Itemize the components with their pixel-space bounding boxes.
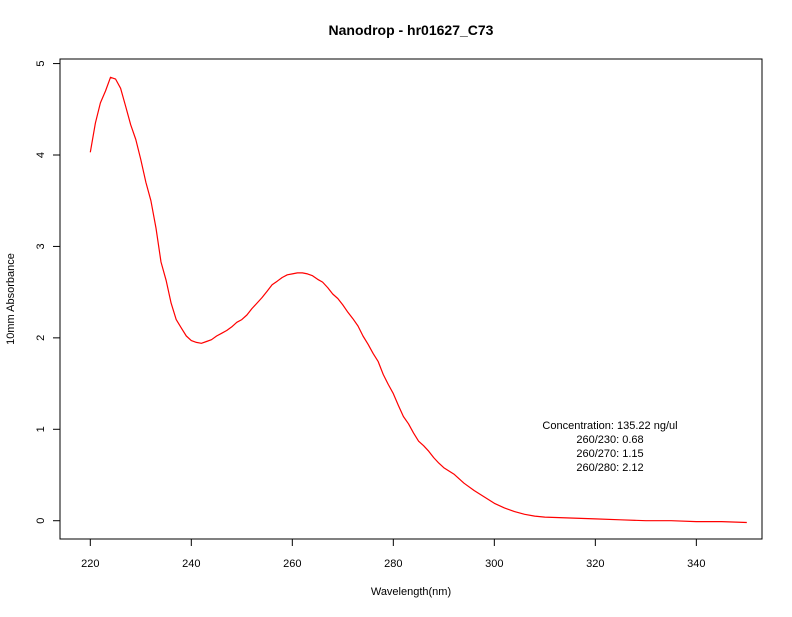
x-axis: 220 240 260 280 300 320 340 — [81, 538, 706, 570]
series-layer — [89, 76, 747, 524]
x-axis-label: Wavelength(nm) — [371, 586, 451, 598]
x-tick-label: 300 — [485, 558, 503, 570]
annotation-260-230: 260/230: 0.68 — [576, 434, 643, 446]
x-tick-label: 260 — [283, 558, 301, 570]
plot-frame — [59, 58, 763, 540]
y-tick-label: 5 — [35, 61, 47, 67]
y-tick-label: 1 — [35, 426, 47, 432]
x-tick-label: 220 — [81, 558, 99, 570]
annotation-concentration: Concentration: 135.22 ng/ul — [542, 420, 677, 432]
x-tick-label: 320 — [586, 558, 604, 570]
y-axis-label: 10mm Absorbance — [5, 253, 17, 345]
y-tick-label: 0 — [35, 518, 47, 524]
chart-title: Nanodrop - hr01627_C73 — [329, 22, 494, 38]
annotation-260-270: 260/270: 1.15 — [576, 448, 643, 460]
y-tick-label: 3 — [35, 243, 47, 249]
x-tick-label: 340 — [687, 558, 705, 570]
y-tick-label: 4 — [35, 152, 47, 158]
y-tick-label: 2 — [35, 335, 47, 341]
absorbance-line — [89, 76, 747, 524]
stats-annotation: Concentration: 135.22 ng/ul 260/230: 0.6… — [542, 420, 677, 474]
x-tick-label: 280 — [384, 558, 402, 570]
x-tick-label: 240 — [182, 558, 200, 570]
y-axis: 0 1 2 3 4 5 — [35, 61, 61, 524]
annotation-260-280: 260/280: 2.12 — [576, 462, 643, 474]
